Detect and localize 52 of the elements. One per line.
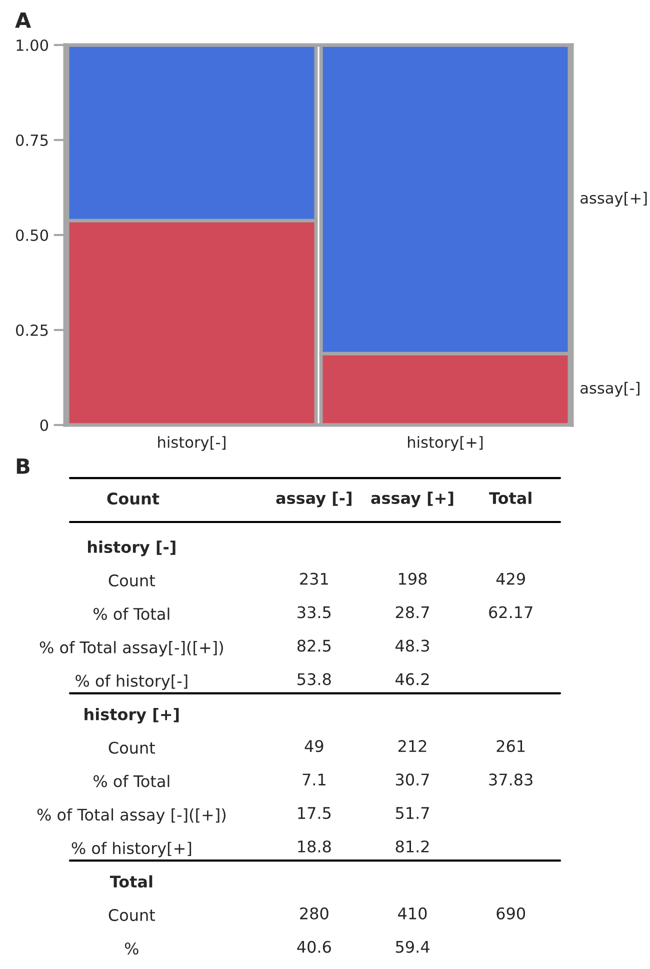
data-label: 690 bbox=[496, 907, 526, 920]
data-label: 51.7 bbox=[396, 807, 429, 820]
text: B bbox=[16, 458, 30, 474]
data-label: 18.8 bbox=[298, 840, 331, 853]
data-label: 429 bbox=[496, 572, 525, 585]
x-tick-label: Total bbox=[489, 492, 532, 504]
y-tick-label: % of Total assay[-]([+]) bbox=[40, 641, 223, 657]
data-label: 82.5 bbox=[297, 640, 331, 652]
y-tick-label: Count bbox=[108, 574, 155, 586]
x-tick-label: history[+] bbox=[408, 436, 483, 451]
y-tick-label: % of Total bbox=[94, 608, 170, 620]
data-label: 46.2 bbox=[396, 673, 429, 686]
y-tick-label: % of history[-] bbox=[76, 674, 188, 690]
data-label: 212 bbox=[398, 740, 426, 752]
y-tick-label: 0 bbox=[40, 419, 48, 432]
y-tick-label: Total bbox=[110, 875, 152, 888]
data-label: 59.4 bbox=[396, 940, 430, 953]
data-label: 53.8 bbox=[298, 673, 331, 686]
y-tick-label: % of Total assay [-]([+]) bbox=[37, 808, 226, 824]
data-label: 30.7 bbox=[396, 774, 429, 786]
y-tick-label: history [+] bbox=[84, 708, 179, 724]
data-label: 7.1 bbox=[302, 774, 326, 786]
y-tick-label: 1.00 bbox=[16, 39, 48, 52]
series-label: assay[+] bbox=[580, 192, 647, 207]
y-tick-label: Count bbox=[108, 742, 155, 754]
x-tick-label: assay [-] bbox=[276, 492, 352, 508]
data-label: 280 bbox=[300, 907, 328, 920]
y-tick-label: Count bbox=[108, 909, 155, 922]
y-tick-label: % of Total bbox=[94, 774, 170, 788]
y-tick-label: 0.75 bbox=[16, 134, 48, 146]
data-label: 198 bbox=[399, 572, 427, 585]
data-label: 410 bbox=[398, 907, 427, 920]
y-tick-label: 0.25 bbox=[16, 324, 48, 336]
data-label: 40.6 bbox=[297, 940, 331, 953]
data-label: 48.3 bbox=[396, 640, 429, 652]
data-label: 81.2 bbox=[396, 840, 429, 853]
data-label: 33.5 bbox=[298, 606, 331, 618]
data-label: 62.17 bbox=[489, 606, 532, 618]
series-label: assay[-] bbox=[580, 382, 640, 397]
y-tick-label: history [-] bbox=[88, 540, 176, 556]
y-tick-label: % of history[+] bbox=[72, 842, 192, 858]
x-tick-label: assay [+] bbox=[371, 492, 454, 508]
data-label: 17.5 bbox=[298, 807, 331, 820]
data-label: 49 bbox=[304, 740, 324, 752]
data-label: 231 bbox=[300, 572, 328, 585]
data-label: 28.7 bbox=[396, 606, 429, 618]
y-tick-label: % bbox=[124, 942, 138, 955]
data-label: 37.83 bbox=[489, 774, 532, 786]
text: A bbox=[15, 12, 32, 28]
x-tick-label: history[-] bbox=[158, 436, 226, 451]
y-tick-label: 0.50 bbox=[16, 229, 48, 242]
data-label: 261 bbox=[496, 740, 525, 752]
